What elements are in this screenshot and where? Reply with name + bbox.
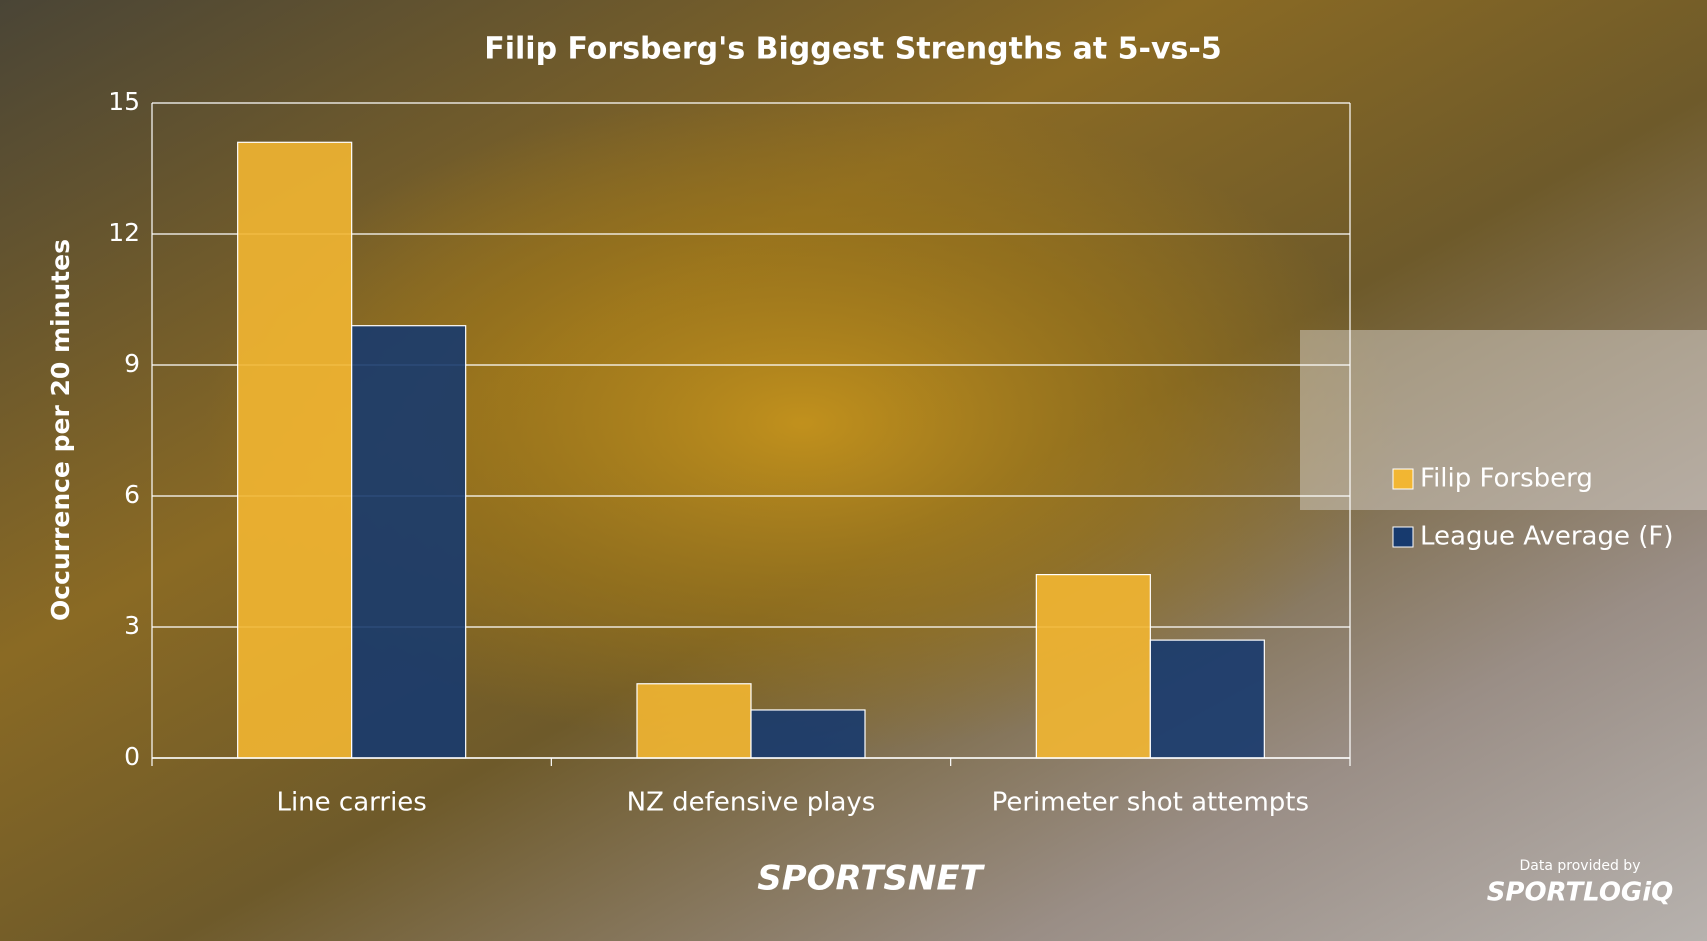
y-tick-label: 12 [108,218,140,247]
data-logo: SPORTLOGiQ [1487,878,1674,908]
y-tick-label: 3 [124,611,140,640]
data-note: Data provided by [1520,858,1641,874]
x-tick-label: Line carries [276,788,426,818]
brand-logo: SPORTSNET [757,859,985,899]
bar [351,325,467,759]
x-tick-label: Perimeter shot attempts [992,788,1309,818]
legend-swatch [1392,468,1414,490]
y-tick-label: 15 [108,87,140,116]
bar [1035,573,1151,759]
bar [1149,639,1265,759]
y-tick-label: 6 [124,480,140,509]
y-tick-label: 0 [124,742,140,771]
bar [750,709,866,759]
bar [636,683,752,759]
legend-swatch [1392,526,1414,548]
y-axis-label: Occurrence per 20 minutes [46,239,75,621]
chart-title: Filip Forsberg's Biggest Strengths at 5-… [484,32,1221,67]
legend-label: League Average (F) [1420,522,1673,552]
bar [237,141,353,759]
legend-label: Filip Forsberg [1420,464,1593,494]
board [1300,330,1707,510]
y-tick-label: 9 [124,349,140,378]
x-tick-label: NZ defensive plays [627,788,876,818]
